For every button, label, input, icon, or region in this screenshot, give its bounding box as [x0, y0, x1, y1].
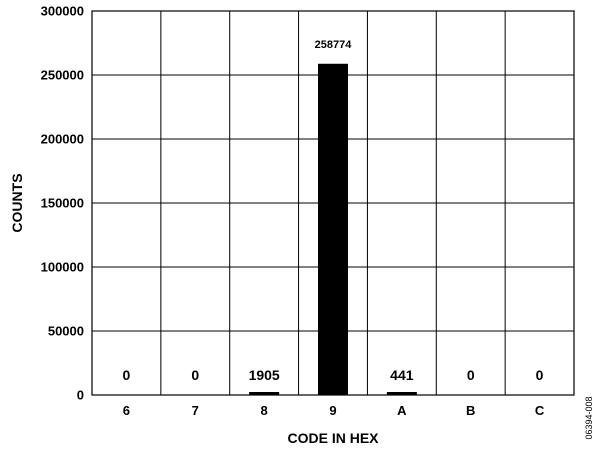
y-tick-label: 300000: [41, 4, 84, 19]
data-label: 0: [467, 367, 475, 383]
data-label: 0: [536, 367, 544, 383]
x-tick-label: C: [535, 403, 545, 418]
data-label: 441: [390, 367, 414, 383]
y-tick-label: 200000: [41, 132, 84, 147]
bar: [249, 392, 280, 395]
bars: [249, 63, 417, 395]
x-axis-ticks: 6 7 8 9 A B C: [123, 403, 545, 418]
data-label: 0: [123, 367, 131, 383]
data-label: 258774: [315, 39, 353, 51]
plot-frame: [91, 10, 575, 396]
x-tick-label: 8: [261, 403, 268, 418]
x-tick-label: 7: [192, 403, 199, 418]
y-tick-label: 150000: [41, 196, 84, 211]
bar: [318, 63, 348, 395]
y-tick-label: 50000: [48, 324, 84, 339]
x-tick-label: 6: [123, 403, 130, 418]
x-axis-title: CODE IN HEX: [287, 430, 379, 446]
data-label: 1905: [249, 367, 280, 383]
y-axis-ticks: 0 50000 100000 150000 200000 250000 300000: [41, 4, 84, 403]
x-tick-label: A: [397, 403, 407, 418]
y-tick-label: 0: [77, 388, 84, 403]
x-tick-label: 9: [329, 403, 336, 418]
y-axis-title: COUNTS: [9, 173, 25, 232]
x-tick-label: B: [466, 403, 475, 418]
data-label: 0: [191, 367, 199, 383]
y-tick-label: 250000: [41, 68, 84, 83]
y-tick-label: 100000: [41, 260, 84, 275]
bar: [386, 392, 417, 395]
data-labels: 0 0 1905 258774 441 0 0: [123, 39, 544, 383]
figure-id: 06394-008: [584, 396, 594, 439]
